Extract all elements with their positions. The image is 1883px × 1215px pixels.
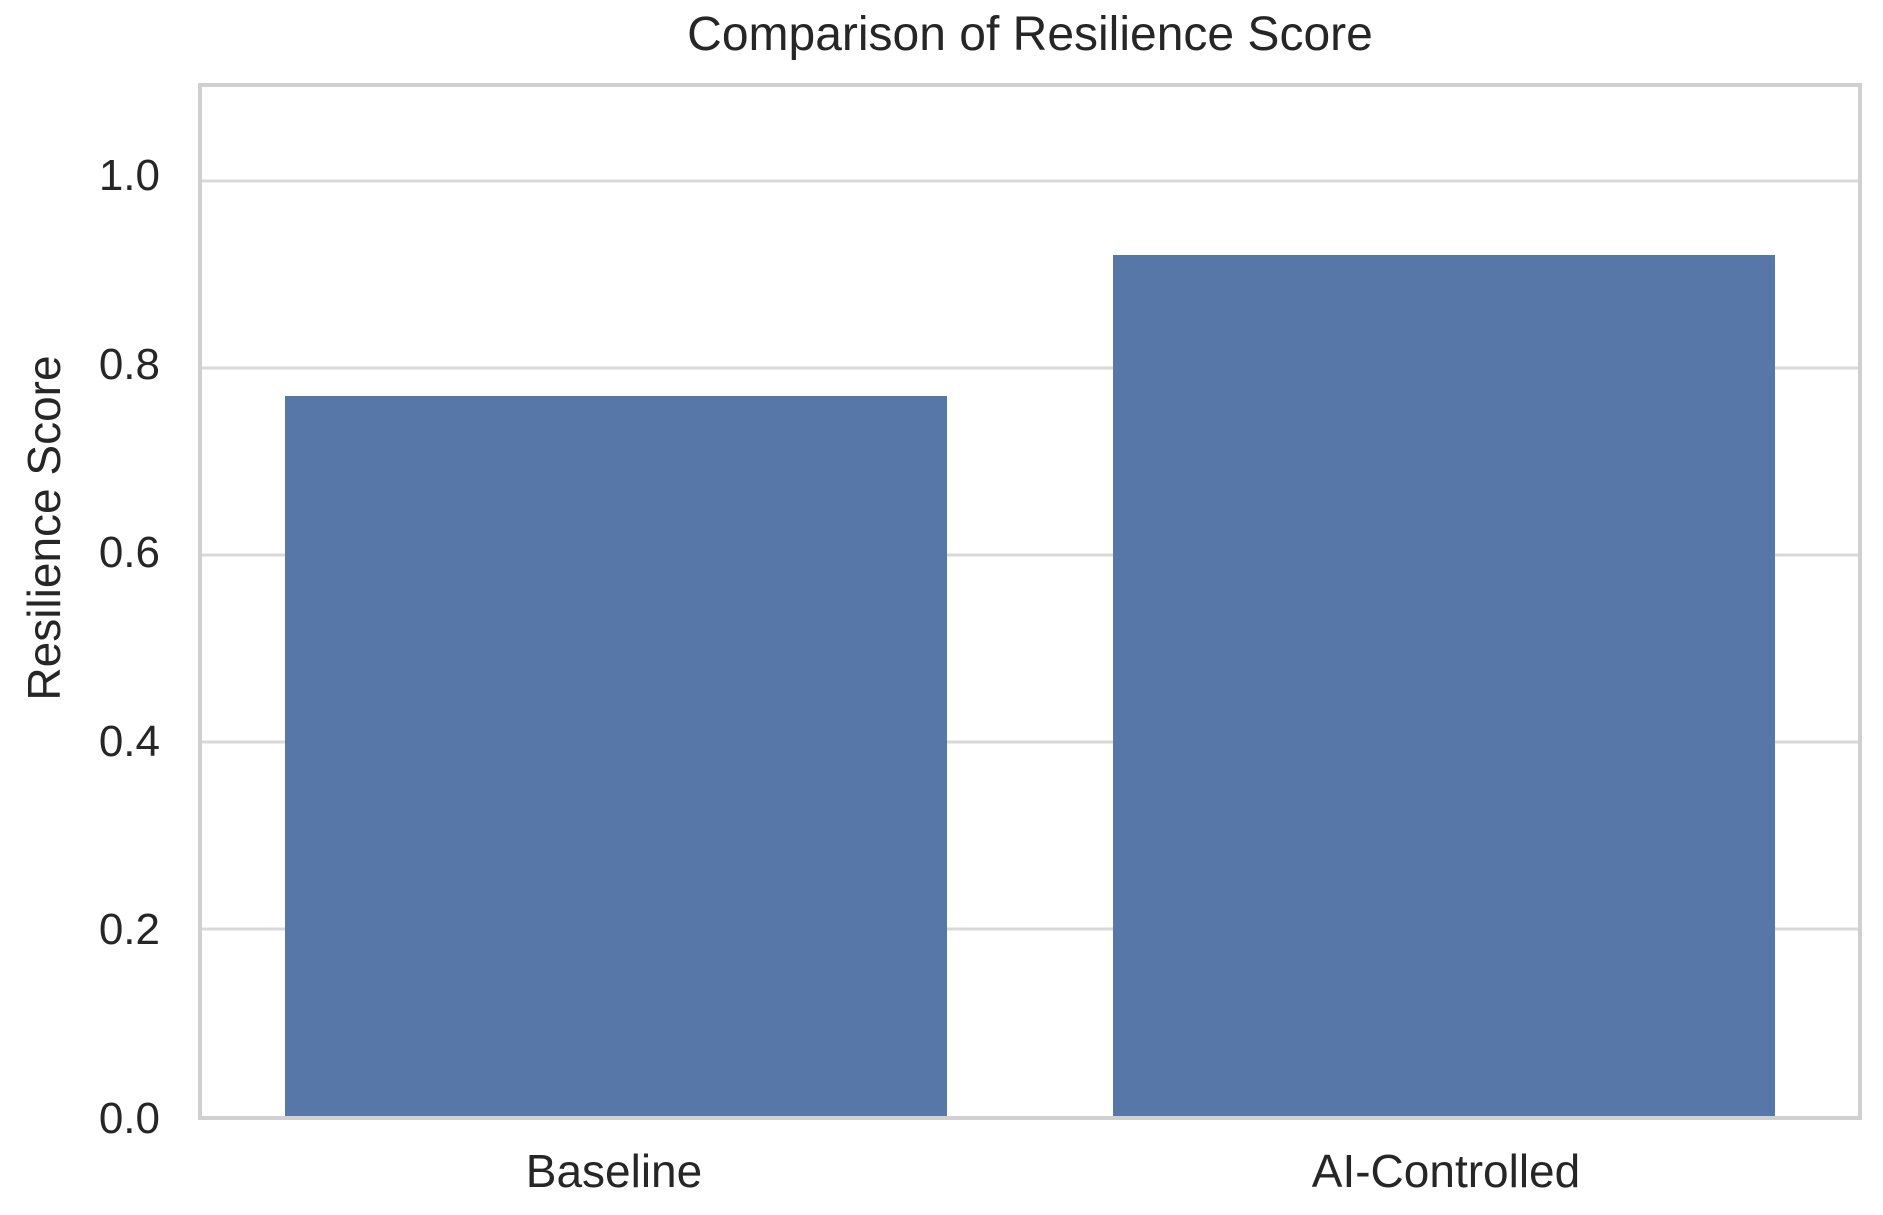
bar-baseline bbox=[284, 395, 948, 1116]
gridline-y-0.8 bbox=[202, 366, 1858, 370]
gridline-y-0.2 bbox=[202, 927, 1858, 931]
x-tick-label-ai-controlled: AI-Controlled bbox=[1311, 1145, 1581, 1197]
gridline-y-0.6 bbox=[202, 553, 1858, 557]
y-tick-label: 0.6 bbox=[98, 528, 160, 578]
y-axis-label: Resilience Score bbox=[18, 355, 70, 701]
plot-area bbox=[198, 83, 1862, 1120]
y-tick-label: 0.8 bbox=[98, 339, 160, 389]
x-tick-label-baseline: Baseline bbox=[525, 1145, 703, 1197]
y-tick-label: 0.4 bbox=[98, 717, 160, 767]
y-tick-label: 1.0 bbox=[98, 151, 160, 201]
gridline-y-0.4 bbox=[202, 740, 1858, 744]
chart-title: Comparison of Resilience Score bbox=[687, 8, 1373, 61]
y-tick-label: 0.0 bbox=[98, 1094, 160, 1144]
gridline-y-1 bbox=[202, 179, 1858, 183]
y-tick-label: 0.2 bbox=[98, 905, 160, 955]
bar-ai-controlled bbox=[1112, 255, 1776, 1116]
